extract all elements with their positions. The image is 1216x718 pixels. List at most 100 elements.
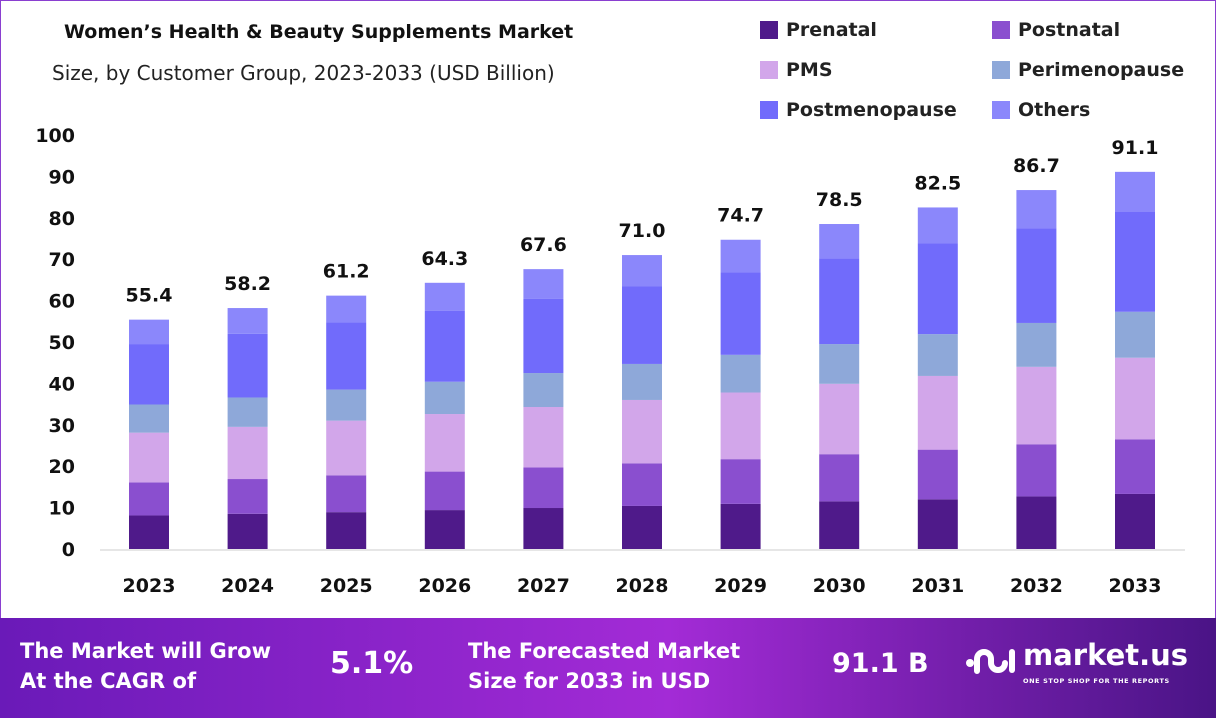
legend-item: Postmenopause xyxy=(760,96,992,124)
legend: Prenatal Postnatal PMS Perimenopause Postmen… xyxy=(760,16,1210,124)
cagr-label-line1: The Market will Grow xyxy=(20,639,271,663)
bar-segment-pms xyxy=(622,399,662,464)
bar-segment-prenatal xyxy=(1115,493,1155,549)
bar-segment-postmenopause xyxy=(622,286,662,364)
bar-segment-pms xyxy=(523,406,564,468)
legend-label: Perimenopause xyxy=(1018,59,1185,81)
bar-segment-prenatal xyxy=(1016,496,1057,549)
bar-segment-pms xyxy=(129,432,169,483)
y-tick-label: 40 xyxy=(49,373,75,395)
legend-item: Postnatal xyxy=(992,16,1210,44)
bar-segment-perimenopause xyxy=(917,334,958,376)
logo-tagline: ONE STOP SHOP FOR THE REPORTS xyxy=(1023,677,1170,685)
legend-label: Postmenopause xyxy=(786,99,957,121)
y-tick-label: 70 xyxy=(49,249,75,271)
bar-segment-perimenopause xyxy=(227,397,268,427)
bar-segment-postnatal xyxy=(129,482,169,516)
legend-item: Prenatal xyxy=(760,16,992,44)
chart-title: Women’s Health & Beauty Supplements Mark… xyxy=(64,21,574,43)
logo-icon xyxy=(966,649,1015,674)
bar-segment-others xyxy=(523,269,564,299)
y-tick-label: 30 xyxy=(49,415,75,437)
bar-segment-postnatal xyxy=(720,459,761,504)
stacked-bar-chart: 0102030405060708090100202355.4202458.220… xyxy=(35,125,1185,597)
total-data-label: 55.4 xyxy=(126,285,173,307)
x-tick-label: 2027 xyxy=(517,575,570,597)
bar-segment-others xyxy=(917,207,958,244)
bar-segment-pms xyxy=(1115,357,1155,440)
x-tick-label: 2030 xyxy=(813,575,866,597)
bar-segment-prenatal xyxy=(819,501,860,549)
total-data-label: 71.0 xyxy=(619,220,666,242)
bar-segment-perimenopause xyxy=(1115,311,1155,358)
legend-item: Perimenopause xyxy=(992,56,1210,84)
bar-segment-postnatal xyxy=(227,479,268,514)
bar-segment-postnatal xyxy=(819,454,860,502)
legend-swatch xyxy=(760,21,778,39)
bar-segment-others xyxy=(424,282,465,311)
bar-segment-postmenopause xyxy=(424,310,465,382)
summary-banner: The Market will Grow At the CAGR of 5.1% … xyxy=(0,618,1216,718)
x-tick-label: 2023 xyxy=(123,575,176,597)
bar-segment-prenatal xyxy=(720,503,761,549)
legend-item: PMS xyxy=(760,56,992,84)
chart-frame xyxy=(0,0,1216,619)
bar-segment-prenatal xyxy=(227,513,268,549)
bar-segment-others xyxy=(819,224,860,259)
bar-segment-perimenopause xyxy=(523,373,564,407)
bar-segment-others xyxy=(1115,171,1155,213)
bar-segment-perimenopause xyxy=(720,354,761,393)
bar-segment-pms xyxy=(227,426,268,480)
logo-name: market.us xyxy=(1023,638,1189,672)
bar-segment-postmenopause xyxy=(1016,228,1057,323)
bar-segment-prenatal xyxy=(326,512,367,549)
bar-segment-others xyxy=(129,319,169,345)
bar-segment-perimenopause xyxy=(326,389,367,421)
legend-label: Others xyxy=(1018,99,1091,121)
bar-segment-postnatal xyxy=(917,449,958,500)
total-data-label: 78.5 xyxy=(816,189,863,211)
x-tick-label: 2033 xyxy=(1109,575,1162,597)
forecast-value: 91.1 B xyxy=(832,648,929,679)
legend-label: Postnatal xyxy=(1018,19,1121,41)
total-data-label: 74.7 xyxy=(717,205,764,227)
bar-segment-prenatal xyxy=(129,515,169,549)
bar-segment-prenatal xyxy=(917,499,958,549)
legend-swatch xyxy=(992,21,1010,39)
x-tick-label: 2032 xyxy=(1010,575,1063,597)
y-tick-label: 100 xyxy=(35,125,75,147)
cagr-label: The Market will Grow At the CAGR of xyxy=(20,636,271,696)
total-data-label: 61.2 xyxy=(323,261,370,283)
total-data-label: 58.2 xyxy=(224,273,271,295)
bar-segment-pms xyxy=(819,383,860,455)
bar-segment-pms xyxy=(424,414,465,472)
y-tick-label: 0 xyxy=(62,539,75,561)
bar-segment-postnatal xyxy=(523,467,564,509)
bar-segment-postnatal xyxy=(1115,439,1155,494)
bar-segment-pms xyxy=(1016,366,1057,445)
x-tick-label: 2028 xyxy=(616,575,669,597)
bar-segment-postmenopause xyxy=(917,243,958,335)
bar-segment-perimenopause xyxy=(424,381,465,415)
forecast-label: The Forecasted Market Size for 2033 in US… xyxy=(468,636,740,696)
bar-segment-others xyxy=(1016,190,1057,229)
x-tick-label: 2031 xyxy=(911,575,964,597)
legend-swatch xyxy=(760,101,778,119)
total-data-label: 82.5 xyxy=(914,172,961,194)
total-data-label: 91.1 xyxy=(1112,137,1159,159)
bar-segment-others xyxy=(622,255,662,287)
y-tick-label: 60 xyxy=(49,291,75,313)
forecast-label-line1: The Forecasted Market xyxy=(468,639,741,663)
legend-label: PMS xyxy=(786,59,833,81)
legend-item: Others xyxy=(992,96,1210,124)
bar-segment-postmenopause xyxy=(523,298,564,374)
forecast-label-line2: Size for 2033 in USD xyxy=(468,669,711,693)
chart-subtitle: Size, by Customer Group, 2023-2033 (USD … xyxy=(52,61,555,85)
legend-swatch xyxy=(760,61,778,79)
bar-segment-perimenopause xyxy=(819,344,860,384)
y-tick-label: 90 xyxy=(49,166,75,188)
bar-segment-postnatal xyxy=(622,463,662,506)
x-tick-label: 2024 xyxy=(221,575,274,597)
bar-segment-others xyxy=(227,308,268,334)
bar-segment-others xyxy=(326,295,367,323)
